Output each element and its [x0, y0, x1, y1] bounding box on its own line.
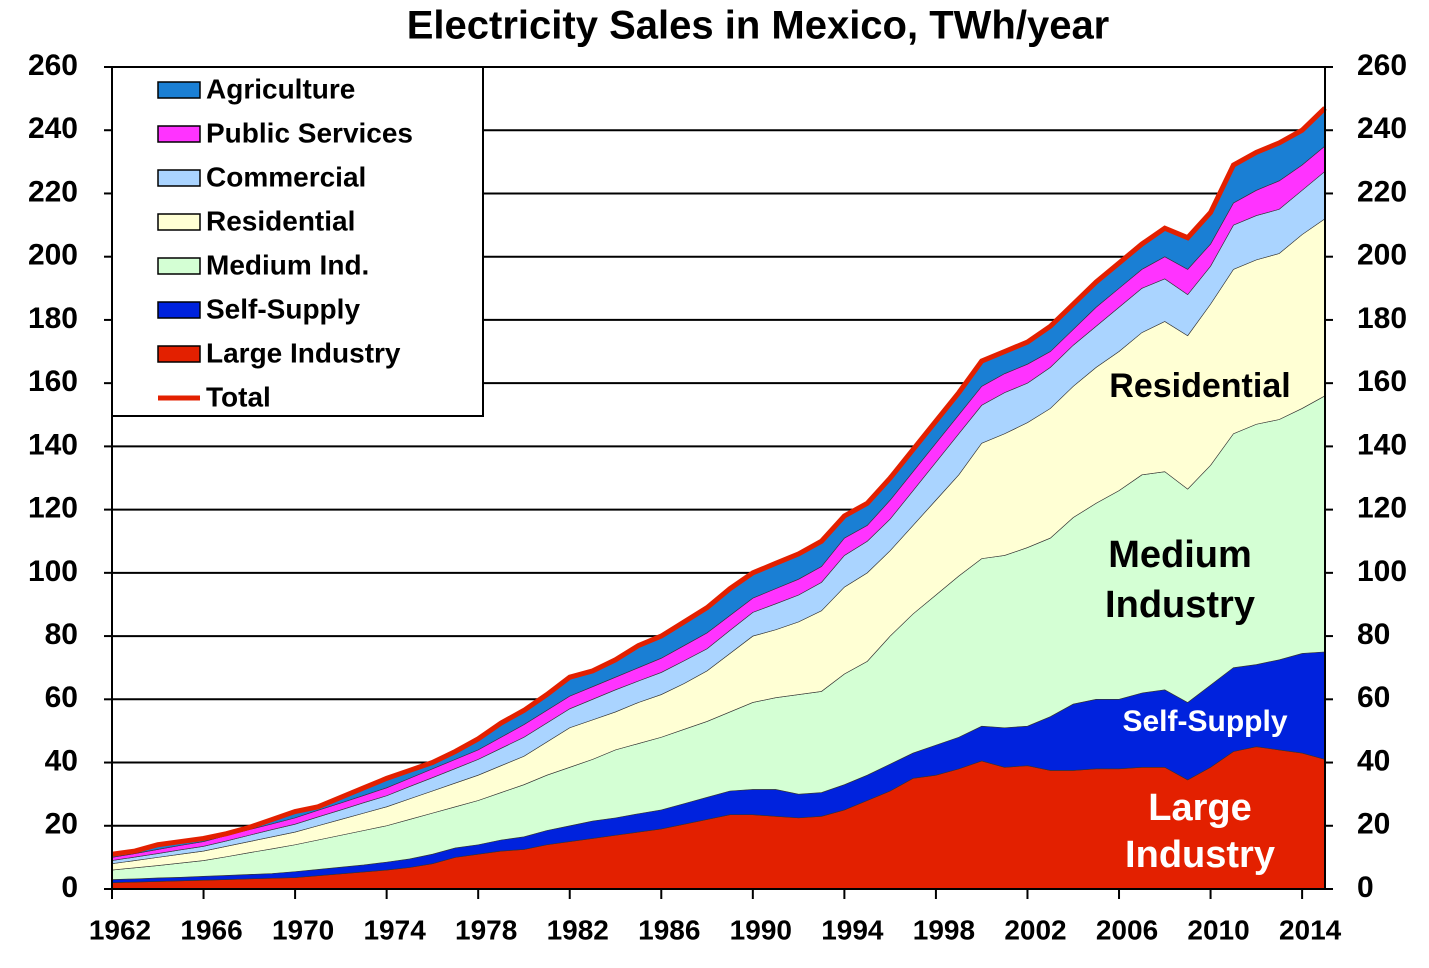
- y2-tick-label: 100: [1357, 555, 1407, 588]
- y-tick-label: 140: [28, 428, 78, 461]
- y2-tick-label: 220: [1357, 175, 1407, 208]
- x-tick-label: 1962: [89, 914, 151, 945]
- legend-label: Self-Supply: [206, 293, 360, 324]
- legend-swatch: [157, 125, 201, 143]
- y-tick-label: 40: [45, 744, 78, 777]
- x-tick-label: 1998: [913, 914, 975, 945]
- legend-swatch: [157, 169, 201, 187]
- x-tick-label: 1982: [547, 914, 609, 945]
- annotation: Industry: [1125, 834, 1275, 876]
- y-tick-label: 160: [28, 365, 78, 398]
- y2-tick-label: 180: [1357, 302, 1407, 335]
- x-tick-label: 2006: [1096, 914, 1158, 945]
- plot-frame: [111, 66, 1326, 890]
- x-tick-label: 2002: [1004, 914, 1066, 945]
- y2-tick-label: 240: [1357, 112, 1407, 145]
- y-tick-label: 100: [28, 555, 78, 588]
- y-tick-label: 220: [28, 175, 78, 208]
- y-tick-label: 260: [28, 49, 78, 82]
- y-tick-label: 20: [45, 808, 78, 841]
- y-tick-label: 200: [28, 239, 78, 272]
- y-tick-label: 240: [28, 112, 78, 145]
- chart-title: Electricity Sales in Mexico, TWh/year: [407, 4, 1110, 48]
- legend-label: Medium Ind.: [206, 249, 369, 280]
- y2-tick-label: 80: [1357, 618, 1390, 651]
- y-tick-label: 80: [45, 618, 78, 651]
- x-tick-label: 2014: [1279, 914, 1342, 945]
- annotation: Industry: [1105, 584, 1255, 626]
- annotation: Large: [1148, 787, 1251, 829]
- annotation: Self-Supply: [1122, 705, 1287, 738]
- y-tick-label: 180: [28, 302, 78, 335]
- y2-tick-label: 0: [1357, 871, 1374, 904]
- axes: 0 20 40 60 80 100 120 140 160 180 200 220 240 260 0 20 4…: [28, 49, 1407, 945]
- legend-swatch: [157, 81, 201, 99]
- legend-label: Large Industry: [206, 337, 401, 368]
- x-tick-label: 1994: [821, 914, 884, 945]
- x-tick-label: 1974: [363, 914, 426, 945]
- y2-tick-label: 200: [1357, 239, 1407, 272]
- legend-swatch: [157, 345, 201, 363]
- annotation: Medium: [1108, 534, 1252, 576]
- x-tick-label: 1986: [638, 914, 700, 945]
- legend-label: Residential: [206, 205, 355, 236]
- legend-swatch: [157, 301, 201, 319]
- legend-label: Public Services: [206, 117, 413, 148]
- legend-label: Commercial: [206, 161, 366, 192]
- legend: Agriculture Public Services Commercial Resi…: [111, 66, 484, 417]
- legend-swatch: [157, 257, 201, 275]
- y-tick-label: 60: [45, 681, 78, 714]
- total-line: [111, 106, 1327, 857]
- y-tick-label: 0: [61, 871, 78, 904]
- areas: [111, 106, 1327, 890]
- annotation: Residential: [1109, 367, 1290, 405]
- y2-tick-label: 140: [1357, 428, 1407, 461]
- legend-swatch: [157, 213, 201, 231]
- x-tick-label: 1990: [730, 914, 792, 945]
- y2-tick-label: 40: [1357, 744, 1390, 777]
- x-tick-label: 1970: [272, 914, 334, 945]
- x-tick-label: 1966: [180, 914, 242, 945]
- y2-tick-label: 20: [1357, 808, 1390, 841]
- annotations: Residential Medium Industry Self-Supply Larg…: [1105, 367, 1291, 876]
- y2-tick-label: 260: [1357, 49, 1407, 82]
- legend-label: Total: [206, 381, 271, 412]
- x-tick-label: 1978: [455, 914, 517, 945]
- y2-tick-label: 120: [1357, 492, 1407, 525]
- y-tick-label: 120: [28, 492, 78, 525]
- x-tick-label: 2010: [1187, 914, 1249, 945]
- y2-tick-label: 60: [1357, 681, 1390, 714]
- y2-tick-label: 160: [1357, 365, 1407, 398]
- legend-label: Agriculture: [206, 73, 355, 104]
